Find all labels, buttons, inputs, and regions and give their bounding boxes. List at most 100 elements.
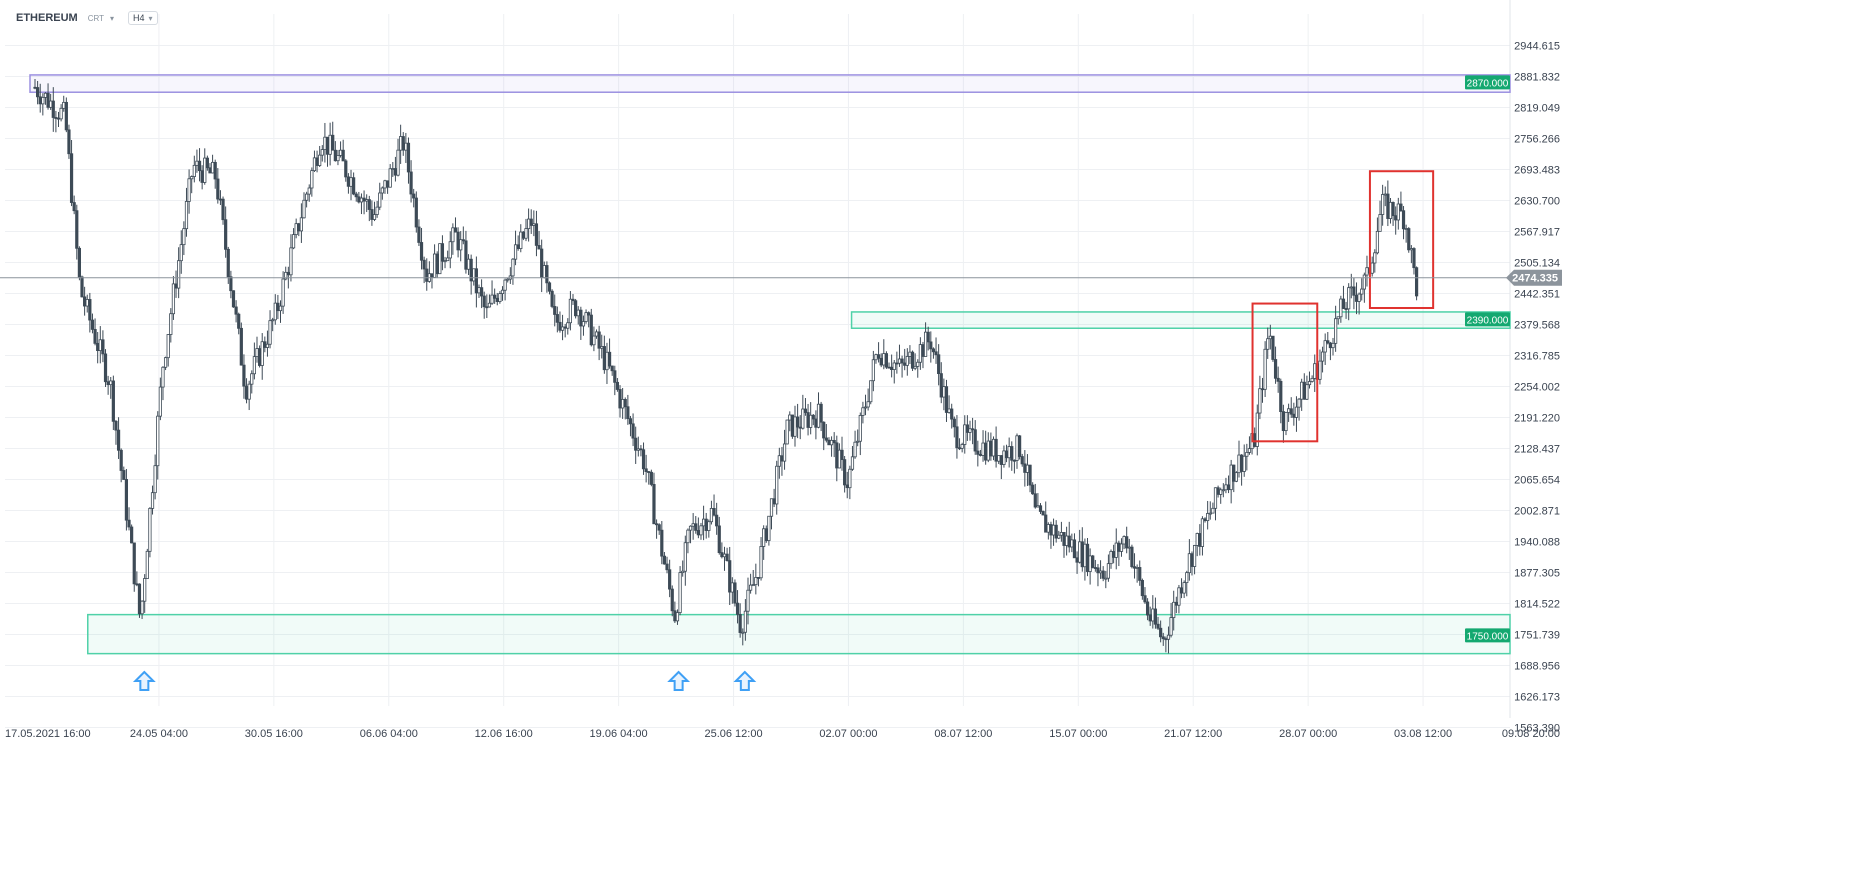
zone-support (87, 613, 1511, 655)
candle-body (1015, 435, 1019, 461)
candle-body (1085, 543, 1090, 572)
candle-body (242, 364, 246, 387)
candle-body (939, 373, 943, 398)
candle-body (511, 258, 515, 277)
candle-body (1292, 413, 1296, 418)
candle-body (148, 507, 152, 552)
chevron-down-icon[interactable]: ▾ (110, 13, 115, 23)
x-tick-label: 21.07 12:00 (1164, 728, 1222, 740)
candle-body (291, 234, 296, 249)
candle-body (438, 243, 442, 275)
y-tick-label: 1688.956 (1514, 661, 1560, 673)
level-label: 1750.000 (1467, 631, 1509, 642)
candle-body (1226, 484, 1231, 491)
candle-body (707, 521, 711, 531)
candle-body (362, 197, 366, 202)
zone-mid-resistance (850, 311, 1511, 329)
x-tick-label: 15.07 00:00 (1049, 728, 1107, 740)
x-tick-label: 25.06 12:00 (704, 728, 762, 740)
candle-body (158, 386, 162, 417)
candle-body (1318, 360, 1322, 380)
candle-body (111, 380, 115, 422)
chart-type-selector[interactable]: CRT (87, 13, 105, 23)
candle-body (845, 484, 849, 489)
candle-body (1072, 539, 1077, 559)
candle-body (876, 354, 881, 359)
candle-body (1234, 472, 1238, 482)
candle-body (986, 440, 990, 461)
candle-body (762, 528, 766, 547)
candle-body (263, 341, 267, 348)
x-tick-label: 08.07 12:00 (934, 728, 992, 740)
candle-body (336, 155, 340, 162)
x-tick-label: 02.07 00:00 (819, 728, 877, 740)
candle-body (404, 142, 408, 151)
candle-body (1023, 463, 1027, 473)
candle-body (1365, 267, 1369, 276)
candle-body (224, 219, 228, 250)
candle-body (1033, 493, 1037, 508)
candle-body (1051, 524, 1056, 536)
candle-body (286, 271, 290, 276)
x-tick-label: 03.08 12:00 (1394, 728, 1452, 740)
candle-body (38, 96, 42, 105)
candle-body (203, 157, 207, 183)
candle-body (675, 612, 680, 622)
candle-body (856, 440, 860, 443)
timeframe-selector[interactable]: H4 ▾ (128, 11, 158, 25)
candle-body (1245, 451, 1249, 457)
y-tick-label: 2630.700 (1514, 196, 1560, 208)
candle-body (1203, 518, 1207, 522)
candle-body (346, 176, 351, 187)
candle-body (1294, 406, 1299, 418)
candle-body (537, 245, 541, 250)
candle-body (166, 334, 170, 359)
candle-body (344, 160, 348, 178)
candle-body (1093, 567, 1097, 569)
candle-body (654, 523, 659, 526)
candle-body (942, 386, 946, 398)
candle-body (1166, 634, 1171, 640)
candle-body (406, 142, 411, 173)
candle-body (197, 160, 202, 172)
candle-body (931, 348, 936, 353)
candle-body (446, 257, 450, 262)
candle-body (1381, 194, 1385, 215)
candle-body (365, 199, 369, 202)
candle-body (161, 366, 165, 388)
candle-body (1352, 286, 1356, 296)
x-tick-label: 19.06 04:00 (590, 728, 648, 740)
candle-body (495, 297, 499, 302)
candle-body (213, 161, 217, 180)
candle-body (1062, 532, 1066, 546)
candle-body (887, 366, 891, 369)
candle-body (130, 526, 134, 544)
candle-body (1281, 411, 1285, 432)
candle-body (863, 406, 868, 409)
candle-body (916, 361, 920, 367)
candle-body (568, 298, 572, 324)
candle-body (41, 97, 45, 105)
candle-body (205, 157, 209, 169)
candle-body (260, 341, 264, 366)
candle-body (613, 370, 617, 383)
candle-body (54, 117, 58, 119)
candle-body (485, 306, 489, 309)
candle-body (239, 327, 243, 366)
candle-body (192, 164, 196, 177)
candle-body (1404, 228, 1408, 230)
candle-body (1334, 318, 1338, 344)
candle-body (1242, 455, 1246, 472)
candle-body (976, 450, 980, 455)
candle-body (709, 507, 714, 523)
candle-body (1169, 617, 1173, 636)
candle-body (1172, 601, 1176, 618)
candle-body (127, 519, 131, 528)
candle-body (1354, 294, 1359, 302)
candle-body (56, 117, 61, 120)
candle-body (772, 498, 776, 505)
candle-body (1391, 201, 1395, 217)
candle-body (1328, 342, 1333, 349)
candle-body (801, 408, 805, 429)
